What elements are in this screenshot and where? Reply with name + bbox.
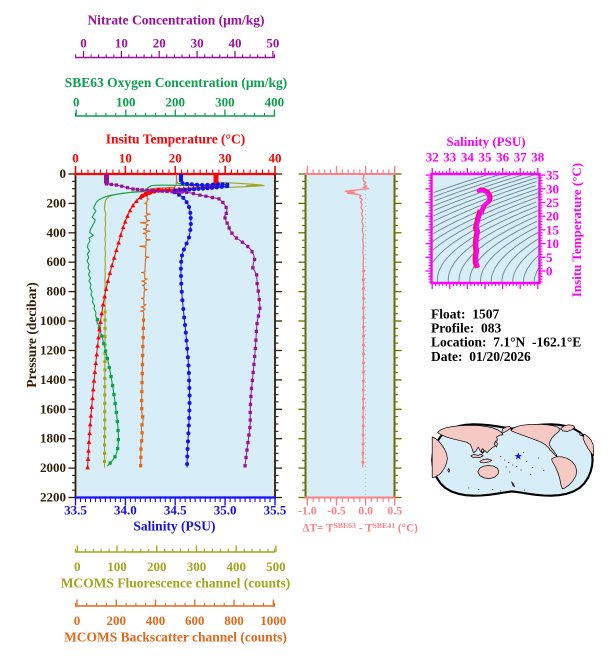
svg-text:30: 30 [546,181,559,196]
svg-text:Nitrate Concentration (μm/kg): Nitrate Concentration (μm/kg) [87,13,264,28]
svg-text:0: 0 [74,559,81,574]
svg-text:15: 15 [546,222,560,237]
svg-text:1800: 1800 [40,431,66,446]
svg-text:1000: 1000 [40,313,66,328]
svg-text:MCOMS Backscatter channel (cou: MCOMS Backscatter channel (counts) [64,630,287,645]
svg-text:400: 400 [265,95,285,110]
svg-text:300: 300 [215,95,235,110]
svg-text:32: 32 [426,150,439,165]
svg-text:40: 40 [269,151,282,166]
svg-text:ΔT= TSBE63 - TSBE41 (°C): ΔT= TSBE63 - TSBE41 (°C) [303,521,419,535]
svg-text:0: 0 [73,95,80,110]
svg-text:0: 0 [60,166,67,181]
svg-text:0.0: 0.0 [358,504,373,518]
svg-text:-0.5: -0.5 [327,504,346,518]
svg-text:0: 0 [546,264,553,279]
svg-text:20: 20 [546,209,559,224]
svg-text:Insitu Temperature (°C): Insitu Temperature (°C) [569,163,584,297]
svg-text:0: 0 [80,36,87,51]
svg-text:0.5: 0.5 [387,504,402,518]
svg-text:400: 400 [146,613,166,628]
svg-text:Float: 1507: Float: 1507 [431,307,499,322]
svg-text:200: 200 [147,559,167,574]
svg-text:30: 30 [219,151,232,166]
svg-text:10: 10 [115,36,128,51]
svg-text:10: 10 [546,236,559,251]
svg-text:200: 200 [47,195,67,210]
svg-text:Profile: 083: Profile: 083 [431,321,501,336]
svg-text:34.5: 34.5 [164,503,187,518]
svg-text:600: 600 [47,254,67,269]
svg-text:30: 30 [191,36,204,51]
svg-text:20: 20 [169,151,182,166]
svg-text:34.0: 34.0 [114,503,137,518]
svg-text:50: 50 [266,36,279,51]
svg-text:2200: 2200 [40,490,66,505]
svg-text:300: 300 [187,559,207,574]
svg-text:400: 400 [47,225,67,240]
svg-text:0: 0 [72,151,79,166]
svg-text:25: 25 [546,195,560,210]
svg-text:35.0: 35.0 [214,503,237,518]
svg-text:1600: 1600 [40,401,66,416]
svg-text:SBE63 Oxygen Concentration (μm: SBE63 Oxygen Concentration (μm/kg) [65,75,288,90]
svg-text:10: 10 [119,151,132,166]
svg-text:35: 35 [479,150,493,165]
svg-text:35: 35 [546,168,560,183]
svg-text:Salinity (PSU): Salinity (PSU) [133,519,215,534]
svg-text:800: 800 [224,613,244,628]
svg-text:36: 36 [496,150,510,165]
svg-text:100: 100 [107,559,127,574]
svg-text:600: 600 [185,613,205,628]
svg-text:-1.0: -1.0 [298,504,317,518]
svg-text:MCOMS Fluorescence channel (co: MCOMS Fluorescence channel (counts) [61,576,291,591]
svg-text:1200: 1200 [40,343,66,358]
svg-text:200: 200 [107,613,127,628]
svg-text:5: 5 [546,250,553,265]
svg-text:33: 33 [443,150,457,165]
svg-text:400: 400 [226,559,246,574]
svg-text:Date: 01/20/2026: Date: 01/20/2026 [431,349,531,364]
svg-text:40: 40 [229,36,242,51]
svg-text:800: 800 [47,284,67,299]
svg-text:0: 0 [74,613,81,628]
svg-text:1400: 1400 [40,372,66,387]
svg-text:Location: 7.1°N -162.1°E: Location: 7.1°N -162.1°E [431,335,581,350]
svg-text:Pressure (decibar): Pressure (decibar) [24,282,39,388]
svg-text:Insitu Temperature (°C): Insitu Temperature (°C) [106,132,245,147]
svg-text:38: 38 [531,150,545,165]
svg-text:20: 20 [153,36,166,51]
svg-text:500: 500 [266,559,286,574]
svg-text:2000: 2000 [40,460,66,475]
svg-text:35.5: 35.5 [264,503,287,518]
svg-text:37: 37 [514,150,528,165]
svg-text:200: 200 [166,95,186,110]
svg-text:34: 34 [461,150,475,165]
svg-text:Salinity (PSU): Salinity (PSU) [446,134,525,149]
svg-text:1000: 1000 [260,613,286,628]
svg-text:100: 100 [116,95,136,110]
svg-text:33.5: 33.5 [64,503,87,518]
